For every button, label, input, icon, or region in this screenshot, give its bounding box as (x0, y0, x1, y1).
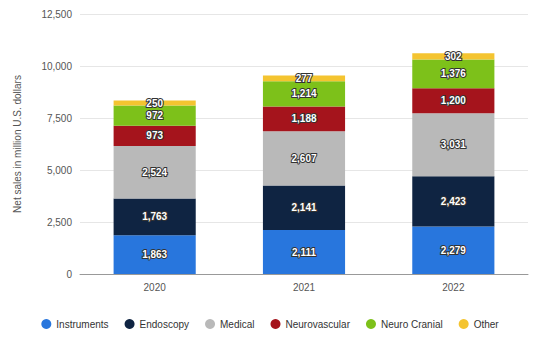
svg-text:1,376: 1,376 (441, 68, 466, 79)
svg-text:973: 973 (146, 130, 163, 141)
svg-text:277: 277 (296, 73, 313, 84)
svg-text:1,863: 1,863 (142, 249, 167, 260)
svg-text:1,214: 1,214 (291, 88, 316, 99)
svg-text:Neuro Cranial: Neuro Cranial (381, 319, 443, 330)
svg-text:3,031: 3,031 (441, 139, 466, 150)
svg-text:2021: 2021 (293, 282, 316, 293)
svg-text:302: 302 (445, 51, 462, 62)
svg-text:250: 250 (146, 98, 163, 109)
svg-text:972: 972 (146, 110, 163, 121)
svg-text:2,524: 2,524 (142, 167, 167, 178)
svg-text:2,279: 2,279 (441, 245, 466, 256)
svg-text:Neurovascular: Neurovascular (286, 319, 351, 330)
svg-text:12,500: 12,500 (41, 9, 72, 20)
svg-text:2,423: 2,423 (441, 196, 466, 207)
svg-text:Other: Other (474, 319, 500, 330)
svg-text:2022: 2022 (442, 282, 465, 293)
svg-text:2020: 2020 (144, 282, 167, 293)
svg-text:2,111: 2,111 (292, 247, 316, 258)
svg-text:1,763: 1,763 (142, 211, 167, 222)
svg-text:10,000: 10,000 (41, 61, 72, 72)
svg-text:1,200: 1,200 (441, 95, 466, 106)
svg-text:1,188: 1,188 (291, 113, 316, 124)
svg-text:7,500: 7,500 (47, 113, 72, 124)
svg-text:Net sales in million U.S. doll: Net sales in million U.S. dollars (12, 75, 23, 213)
svg-text:2,141: 2,141 (291, 202, 316, 213)
svg-text:0: 0 (66, 269, 72, 280)
svg-text:2,607: 2,607 (291, 153, 316, 164)
svg-text:2,500: 2,500 (47, 217, 72, 228)
svg-text:5,000: 5,000 (47, 165, 72, 176)
svg-text:Instruments: Instruments (56, 319, 108, 330)
svg-text:Endoscopy: Endoscopy (140, 319, 189, 330)
svg-text:Medical: Medical (220, 319, 254, 330)
